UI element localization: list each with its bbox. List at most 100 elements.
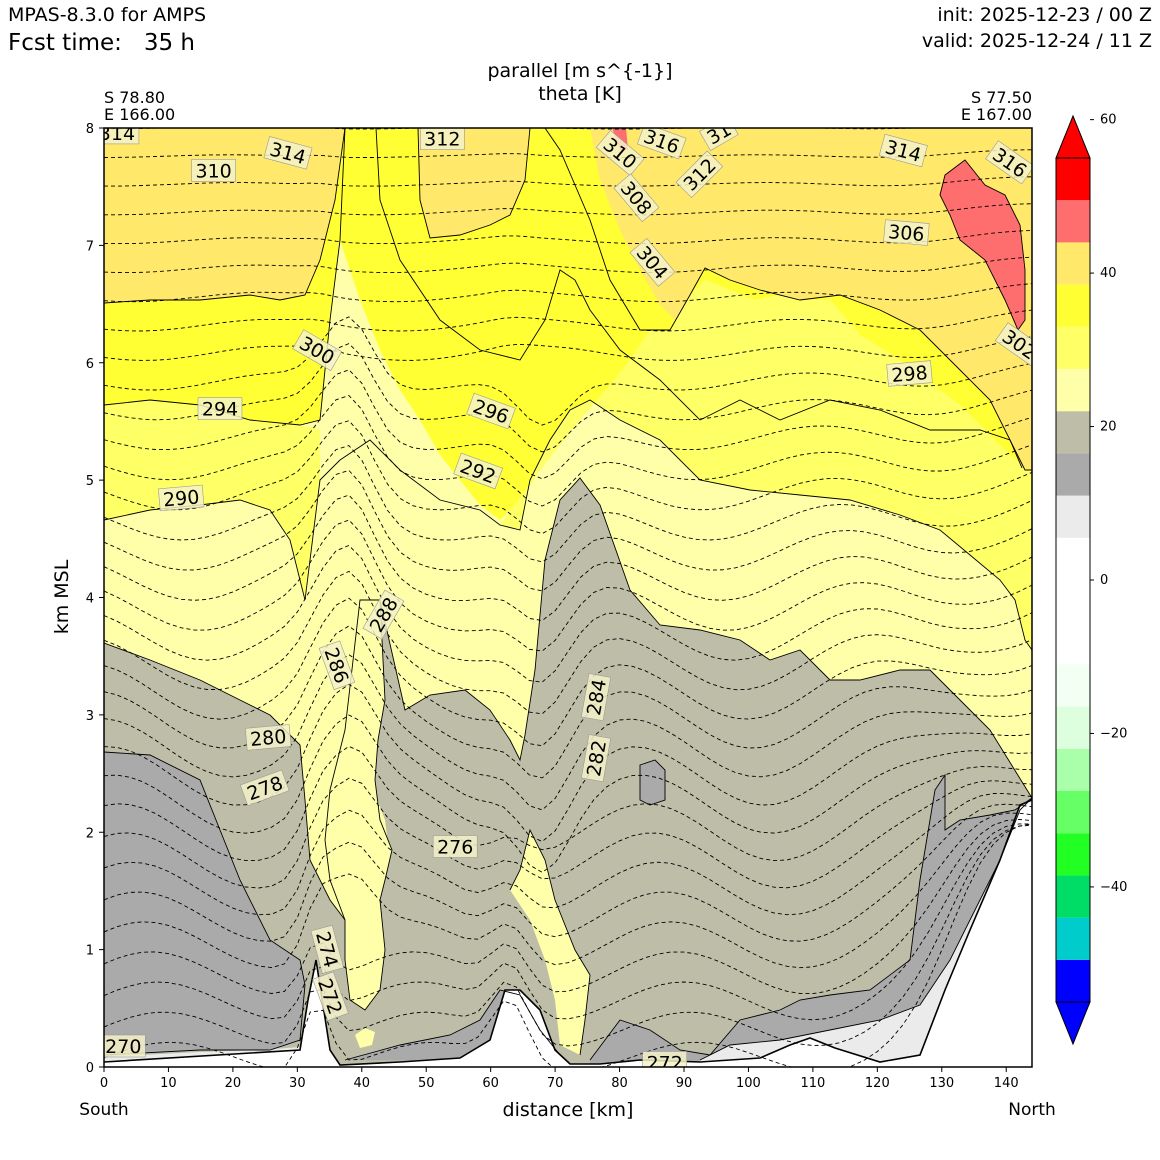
colorbar: 60 40 20 0 −20 −40 <box>1055 113 1127 1046</box>
x-axis-label: distance [km] <box>502 1099 634 1121</box>
x-tick-label: 90 <box>676 1076 693 1091</box>
theta-label: 298 <box>886 360 933 387</box>
y-tick-label: 8 <box>86 122 94 137</box>
colorbar-segment <box>1056 791 1090 834</box>
x-tick-label: 30 <box>289 1076 306 1091</box>
theta-label-box <box>883 219 930 246</box>
colorbar-segment <box>1056 706 1090 749</box>
theta-label: 314 <box>263 136 313 170</box>
theta-label-text: 276 <box>437 837 473 859</box>
colorbar-segment <box>1056 411 1090 454</box>
colorbar-max-extend <box>1055 114 1091 159</box>
colorbar-tick-label: −20 <box>1100 726 1127 741</box>
y-axis-ticks: 0 1 2 3 4 5 6 7 8 <box>86 122 104 1076</box>
theta-label-box <box>158 484 205 512</box>
left-location: S 78.80 E 166.00 <box>104 89 175 123</box>
theta-label-box <box>263 136 313 170</box>
theta-label-text: 310 <box>195 160 231 182</box>
wind-region-40-45c <box>590 128 1032 470</box>
theta-label-box <box>318 640 356 691</box>
left-lat: S 78.80 <box>104 88 166 107</box>
colorbar-tick-label: 40 <box>1100 266 1117 281</box>
theta-contour <box>104 777 1032 889</box>
theta-label-box <box>581 734 612 783</box>
y-tick-label: 4 <box>86 592 94 607</box>
theta-label: 312 <box>419 128 465 151</box>
wind-region-15-20 <box>104 752 305 1055</box>
wind-contour-lines <box>104 128 1032 1066</box>
colorbar-segment <box>1056 369 1090 412</box>
colorbar-segment <box>1056 580 1090 623</box>
colorbar-segment <box>1056 495 1090 538</box>
colorbar-min-extend <box>1055 1001 1091 1046</box>
theta-contour <box>104 394 1032 507</box>
x-tick-label: 120 <box>865 1076 890 1091</box>
y-tick-label: 7 <box>86 239 94 254</box>
y-tick-label: 6 <box>86 357 94 372</box>
theta-label-box <box>197 397 243 421</box>
x-tick-label: 0 <box>100 1076 108 1091</box>
theta-label-text: 280 <box>249 726 287 751</box>
theta-label: 270 <box>104 1034 146 1058</box>
theta-label-box <box>878 133 928 168</box>
theta-label-box <box>613 173 660 223</box>
colorbar-segment <box>1056 875 1090 918</box>
left-lon: E 166.00 <box>104 105 176 124</box>
theta-label-box <box>453 452 503 490</box>
theta-contour <box>104 570 1032 715</box>
theta-label-box <box>595 130 645 177</box>
theta-contour <box>104 803 1032 942</box>
theta-label-box <box>581 673 612 722</box>
colorbar-segment <box>1056 158 1090 201</box>
theta-label-text: 314 <box>99 123 135 145</box>
model-title: MPAS-8.3.0 for AMPS <box>8 4 207 26</box>
colorbar-tick-label: 20 <box>1100 420 1117 435</box>
y-tick-label: 2 <box>86 826 94 841</box>
theta-contour <box>104 283 1032 303</box>
theta-contour <box>104 445 1032 563</box>
theta-contour <box>104 824 1032 1047</box>
filled-wind-field <box>104 128 1032 1067</box>
theta-label-text: 298 <box>891 362 929 387</box>
wind-region-40-45 <box>104 128 345 303</box>
theta-label-box <box>675 150 724 199</box>
theta-label-text: 294 <box>202 399 238 421</box>
x-tick-label: 140 <box>994 1076 1019 1091</box>
colorbar-segment <box>1056 664 1090 707</box>
theta-label: 314 <box>99 123 140 145</box>
theta-label-box <box>104 1034 146 1058</box>
wind-region-25-30b <box>325 600 392 1010</box>
wind-region-25-30d <box>355 1028 375 1048</box>
wind-region-15-20d <box>640 760 665 805</box>
colorbar-segment <box>1056 284 1090 327</box>
theta-label-box <box>310 924 344 974</box>
theta-label: 280 <box>245 724 292 751</box>
theta-label-box <box>699 128 739 151</box>
theta-label-box <box>362 589 405 640</box>
theta-label-box <box>191 159 236 182</box>
theta-label-box <box>104 128 140 145</box>
theta-label-box <box>466 392 516 430</box>
y-tick-label: 3 <box>86 709 94 724</box>
theta-contour <box>104 420 1032 535</box>
theta-contour <box>104 544 1032 683</box>
x-axis-ticks: 0 10 20 30 40 50 60 70 80 90 100 110 120 130 140 <box>100 1067 1019 1091</box>
theta-label: 276 <box>432 835 478 859</box>
theta-contour <box>104 469 1032 592</box>
theta-label: 290 <box>158 484 205 512</box>
colorbar-segment <box>1056 917 1090 960</box>
right-lon: E 167.00 <box>960 105 1032 124</box>
theta-contour <box>104 819 1032 995</box>
y-tick-label: 1 <box>86 944 94 959</box>
colorbar-segment <box>1056 453 1090 496</box>
theta-contour <box>104 494 1032 621</box>
theta-label-box <box>629 238 676 287</box>
theta-label-text: 306 <box>887 221 925 246</box>
terrain <box>104 800 1032 1067</box>
theta-contour <box>104 149 1032 158</box>
theta-label-text: 272 <box>647 1053 683 1075</box>
forecast-time: Fcst time: 35 h <box>8 30 195 56</box>
chart-title: parallel [m s^{-1}] <box>487 60 673 82</box>
theta-label: 300 <box>292 329 343 372</box>
theta-contour <box>104 203 1032 216</box>
